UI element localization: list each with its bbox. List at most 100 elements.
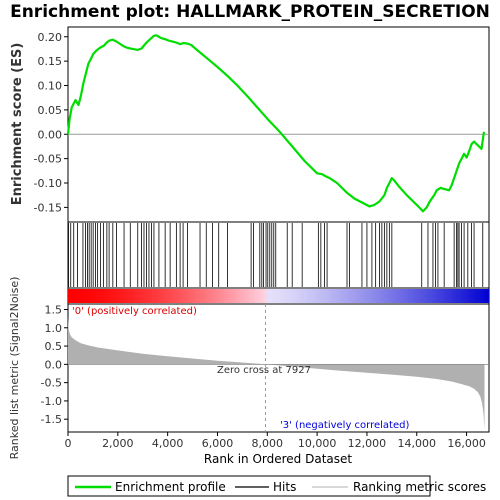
rank-colorbar-segment: [215, 289, 219, 303]
rank-colorbar-segment: [71, 289, 75, 303]
rank-colorbar-segment: [269, 289, 274, 303]
rank-colorbar-segment: [464, 289, 469, 303]
rank-colorbar-segment: [377, 289, 382, 303]
rank-colorbar-segment: [275, 289, 280, 303]
rank-colorbar-segment: [326, 289, 331, 303]
rank-colorbar-segment: [290, 289, 295, 303]
rank-colorbar-segment: [332, 289, 337, 303]
rank-colorbar-segment: [188, 289, 192, 303]
rank-colorbar-segment: [194, 289, 198, 303]
rank-colorbar-segment: [410, 289, 415, 303]
x-tick-label: 2,000: [102, 437, 134, 450]
rank-colorbar-segment: [176, 289, 180, 303]
rank-colorbar-segment: [209, 289, 213, 303]
rank-colorbar-segment: [344, 289, 349, 303]
rank-colorbar-segment: [422, 289, 427, 303]
legend-label-metric: Ranking metric scores: [353, 480, 486, 494]
rank-colorbar-segment: [239, 289, 244, 303]
rank-colorbar-segment: [74, 289, 78, 303]
rank-colorbar-segment: [428, 289, 433, 303]
rank-colorbar-segment: [122, 289, 126, 303]
x-tick-label: 4,000: [152, 437, 184, 450]
es-y-tick-label: 0.00: [38, 128, 63, 141]
rank-colorbar-segment: [314, 289, 319, 303]
rank-colorbar-segment: [404, 289, 409, 303]
rank-colorbar-segment: [233, 289, 237, 303]
rank-colorbar-segment: [206, 289, 210, 303]
rank-colorbar-segment: [164, 289, 168, 303]
rank-colorbar-segment: [278, 289, 283, 303]
rank-colorbar-segment: [413, 289, 418, 303]
es-y-tick-label: 0.20: [38, 31, 63, 44]
rank-colorbar-segment: [257, 289, 262, 303]
rank-colorbar-segment: [92, 289, 96, 303]
rank-colorbar-segment: [407, 289, 412, 303]
ranking-metric-area: [68, 316, 485, 430]
metric-axis-label: Ranked list metric (Signal2Noise): [8, 277, 21, 460]
rank-colorbar-segment: [161, 289, 165, 303]
rank-colorbar-segment: [212, 289, 216, 303]
zero-cross-label: Zero cross at 7927: [217, 365, 311, 376]
rank-colorbar-segment: [113, 289, 117, 303]
es-panel: [67, 26, 490, 223]
rank-colorbar-segment: [266, 289, 271, 303]
rank-colorbar-segment: [455, 289, 460, 303]
rank-colorbar-segment: [329, 289, 334, 303]
rank-colorbar-segment: [221, 289, 225, 303]
metric-y-tick-label: -0.5: [41, 377, 62, 390]
rank-colorbar-segment: [80, 289, 84, 303]
rank-colorbar-segment: [83, 289, 87, 303]
rank-colorbar-segment: [359, 289, 364, 303]
enrichment-profile-line: [66, 34, 486, 213]
rank-colorbar-segment: [392, 289, 397, 303]
rank-colorbar-segment: [116, 289, 120, 303]
rank-colorbar-segment: [227, 289, 231, 303]
rank-colorbar-segment: [98, 289, 102, 303]
rank-colorbar-segment: [152, 289, 156, 303]
rank-colorbar-segment: [461, 289, 466, 303]
rank-colorbar-segment: [323, 289, 328, 303]
rank-colorbar-segment: [128, 289, 132, 303]
rank-colorbar-segment: [245, 289, 250, 303]
rank-colorbar-segment: [362, 289, 367, 303]
chart-title: Enrichment plot: HALLMARK_PROTEIN_SECRET…: [10, 2, 490, 22]
rank-colorbar-segment: [272, 289, 277, 303]
rank-colorbar-segment: [131, 289, 135, 303]
rank-colorbar-segment: [200, 289, 204, 303]
rank-colorbar-segment: [197, 289, 201, 303]
rank-colorbar-segment: [371, 289, 376, 303]
metric-y-tick-label: 0.0: [45, 358, 63, 371]
rank-colorbar-segment: [425, 289, 430, 303]
rank-colorbar-segment: [365, 289, 370, 303]
rank-colorbar-segment: [443, 289, 448, 303]
metric-y-tick-label: 1.0: [45, 322, 63, 335]
rank-colorbar-segment: [281, 289, 286, 303]
rank-colorbar-segment: [335, 289, 340, 303]
rank-colorbar-segment: [170, 289, 174, 303]
x-tick-label: 8,000: [252, 437, 284, 450]
rank-colorbar-segment: [86, 289, 90, 303]
rank-colorbar-segment: [440, 289, 445, 303]
legend-label-enrichment: Enrichment profile: [115, 480, 226, 494]
rank-colorbar-segment: [179, 289, 183, 303]
rank-colorbar-segment: [185, 289, 189, 303]
es-y-tick-label: 0.10: [38, 80, 63, 93]
rank-colorbar-segment: [110, 289, 114, 303]
rank-colorbar-segment: [449, 289, 454, 303]
rank-colorbar-segment: [479, 289, 484, 303]
rank-colorbar-segment: [395, 289, 400, 303]
metric-y-tick-label: -1.0: [41, 395, 62, 408]
legend: Enrichment profile Hits Ranking metric s…: [67, 475, 486, 497]
metric-y-tick-label: -1.5: [41, 413, 62, 426]
rank-colorbar-segment: [137, 289, 141, 303]
rank-colorbar-segment: [287, 289, 292, 303]
rank-colorbar-segment: [350, 289, 355, 303]
rank-colorbar-segment: [341, 289, 346, 303]
es-axis-label: Enrichment score (ES): [10, 43, 25, 206]
rank-colorbar-segment: [173, 289, 177, 303]
rank-colorbar-segment: [119, 289, 123, 303]
rank-colorbar-segment: [482, 289, 487, 303]
es-y-tick-label: -0.10: [34, 177, 62, 190]
x-tick-label: 10,000: [298, 437, 337, 450]
rank-colorbar-segment: [167, 289, 171, 303]
